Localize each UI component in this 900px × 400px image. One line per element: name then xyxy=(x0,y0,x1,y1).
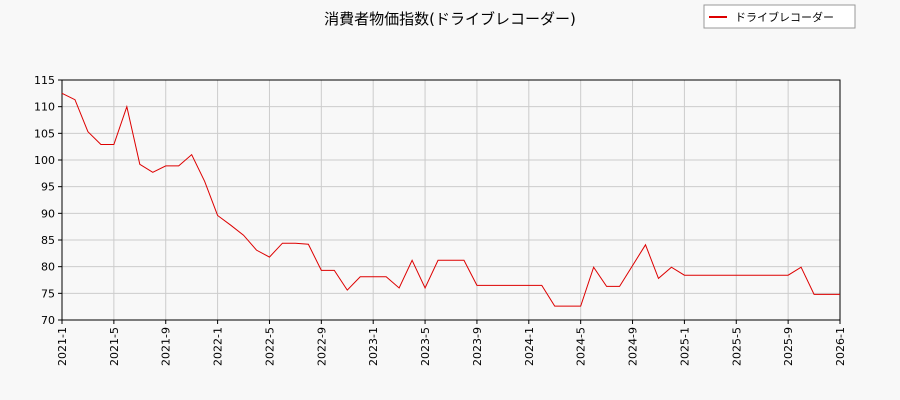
grid xyxy=(61,79,841,321)
x-tick-label-2025-1: 2025-1 xyxy=(678,327,691,366)
x-tick-label-2023-1: 2023-1 xyxy=(367,327,380,366)
y-tick-label-105: 105 xyxy=(34,127,55,140)
chart-title: 消費者物価指数(ドライブレコーダー) xyxy=(324,10,576,28)
y-tick-label-75: 75 xyxy=(41,287,55,300)
y-tick-label-80: 80 xyxy=(41,261,55,274)
series-line-ドライブレコーダー xyxy=(61,92,840,307)
legend-label-ドライブレコーダー: ドライブレコーダー xyxy=(735,10,834,24)
x-tick-label-2025-9: 2025-9 xyxy=(782,327,795,366)
x-tick-label-2026-1: 2026-1 xyxy=(834,327,847,366)
legend-box xyxy=(703,4,856,29)
x-tick-label-2025-5: 2025-5 xyxy=(730,327,743,366)
y-tick-label-85: 85 xyxy=(41,234,55,247)
x-tick-label-2022-9: 2022-9 xyxy=(315,327,328,366)
x-tick-label-2021-5: 2021-5 xyxy=(108,327,121,366)
y-tick-label-90: 90 xyxy=(41,207,55,220)
x-tick-label-2021-9: 2021-9 xyxy=(160,327,173,366)
x-axis: 2021-1 2021-5 2021-9 2022-1 2022-5 2022-9 2023… xyxy=(56,320,847,366)
x-tick-label-2024-1: 2024-1 xyxy=(523,327,536,366)
x-tick-label-2024-9: 2024-9 xyxy=(627,327,640,366)
y-tick-label-110: 110 xyxy=(34,101,55,114)
x-tick-label-2024-5: 2024-5 xyxy=(575,327,588,366)
y-axis: 70 75 80 85 90 95 100 105 110 115 xyxy=(34,74,62,327)
legend: ドライブレコーダー xyxy=(703,4,856,29)
y-tick-label-115: 115 xyxy=(34,74,55,87)
plot-frame xyxy=(61,79,841,321)
series-group xyxy=(61,92,840,307)
x-tick-label-2021-1: 2021-1 xyxy=(56,327,69,366)
y-tick-label-95: 95 xyxy=(41,181,55,194)
x-tick-label-2022-5: 2022-5 xyxy=(263,327,276,366)
x-tick-label-2023-5: 2023-5 xyxy=(419,327,432,366)
y-tick-label-70: 70 xyxy=(41,314,55,327)
x-tick-label-2022-1: 2022-1 xyxy=(212,327,225,366)
x-tick-label-2023-9: 2023-9 xyxy=(471,327,484,366)
y-tick-label-100: 100 xyxy=(34,154,55,167)
